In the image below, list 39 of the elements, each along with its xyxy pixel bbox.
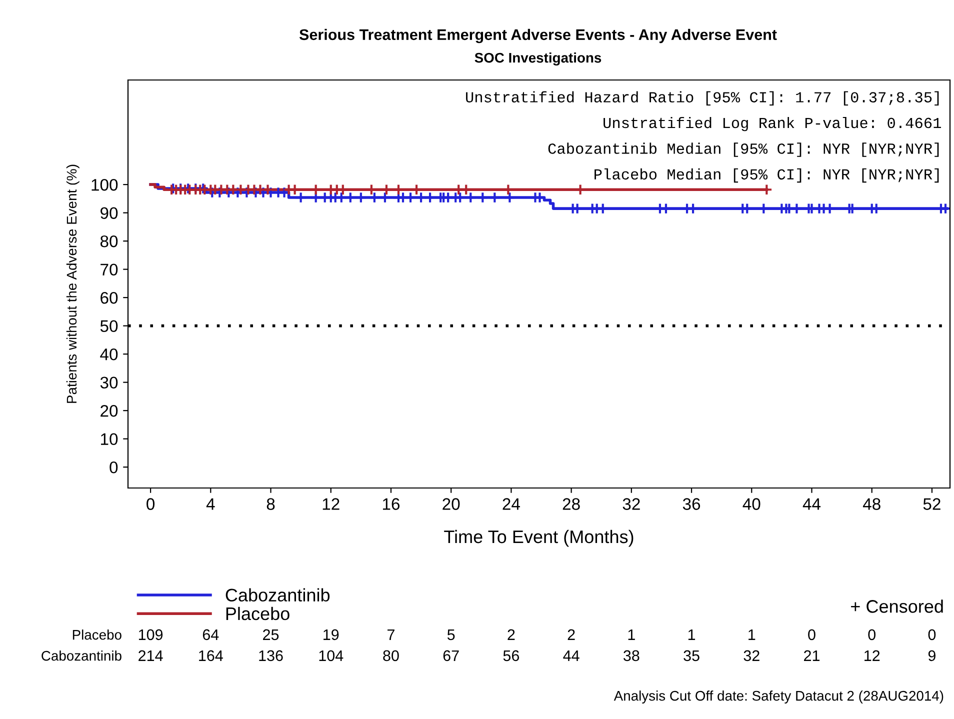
x-tick-label: 20 [442,498,460,510]
x-axis-title: Time To Event (Months) [444,530,634,547]
annotation: Unstratified Log Rank P-value: 0.4661 [604,116,942,132]
chart-subtitle: SOC Investigations [474,52,602,66]
x-tick-label: 40 [742,498,760,510]
y-tick-label: 40 [100,348,118,360]
x-tick-label: 24 [502,498,520,510]
x-tick-label: 16 [382,498,400,510]
text: Analysis Cut Off date: Safety Datacut 2 (28AUG2014) [614,690,944,704]
y-tick-label: 0 [110,461,118,474]
x-tick-label: 12 [322,498,340,510]
text: Placebo 109 64 25 19 7 5 2 2 1 1 1 0 0 0 [72,629,936,640]
x-tick-label: 52 [923,498,940,510]
legend-label: Cabozantinib [226,588,330,602]
chart-title: Serious Treatment Emergent Adverse Events - Any Adverse Event [299,28,777,44]
y-tick-label: 10 [101,433,118,446]
y-axis-title: Patients without the Adverse Event (%) [66,164,80,403]
y-tick-label: 60 [100,292,118,304]
y-tick-label: 100 [92,178,118,191]
x-tick-label: 32 [622,498,640,510]
y-tick-label: 90 [100,207,118,219]
legend-label: Placebo [226,606,290,620]
x-tick-label: 48 [862,498,880,510]
text: Cabozantinib 214 164 136 104 80 67 56 44 38 35 32 21 12 9 [42,650,936,662]
x-tick-label: 0 [146,498,155,510]
annotation: Unstratified Hazard Ratio [95% CI]: 1.77 [0.37;8.35] [466,91,939,106]
x-tick-label: 28 [562,498,580,510]
y-tick-label: 50 [100,320,118,332]
y-tick-label: 20 [100,404,118,417]
x-tick-label: 36 [682,498,700,510]
annotation: Placebo Median [95% CI]: NYR [NYR;NYR] [594,168,939,183]
y-tick-label: 80 [100,235,118,248]
x-tick-label: 4 [206,498,215,510]
x-tick-label: 44 [802,498,821,510]
annotation: Cabozantinib Median [95% CI]: NYR [NYR;NYR] [548,142,939,157]
text: + Censored [851,600,943,613]
y-tick-label: 70 [100,264,118,276]
y-tick-label: 30 [100,376,118,389]
x-tick-label: 8 [266,498,275,510]
